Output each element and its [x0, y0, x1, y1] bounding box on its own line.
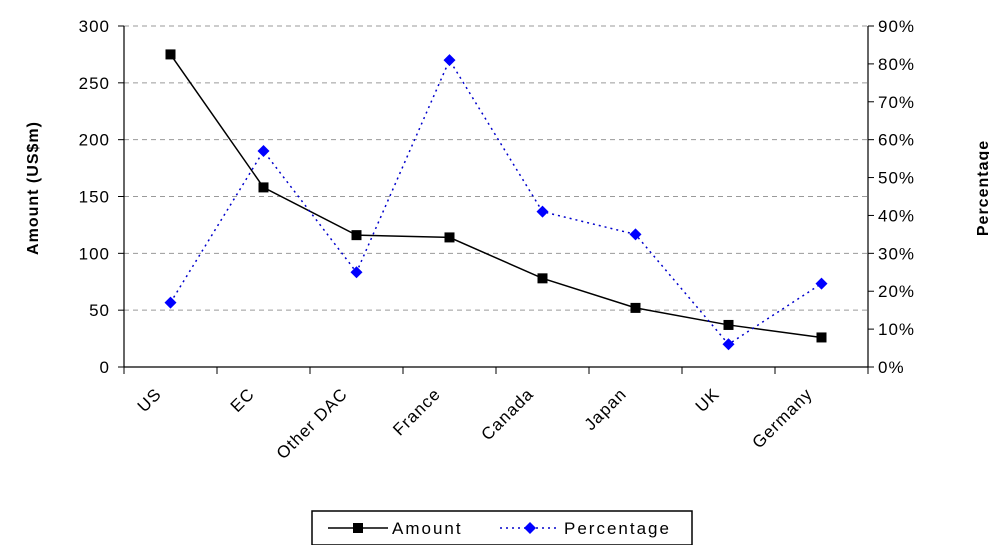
series-amount [165, 49, 827, 343]
data-point-amount [165, 49, 176, 60]
data-point-percentage [629, 228, 642, 241]
data-point-percentage [722, 338, 735, 351]
data-point-amount [537, 273, 548, 284]
right-tick-label: 90% [878, 17, 915, 36]
x-tick-label: Japan [581, 384, 631, 434]
left-tick-label: 50 [89, 301, 110, 320]
right-axis-ticks: 0% 10% 20% 30% 40% 50% 60% 70% 80% 90% [868, 17, 915, 377]
data-point-amount [816, 332, 827, 343]
data-point-percentage [350, 266, 363, 279]
right-tick-label: 0% [878, 358, 905, 377]
x-tick-label: UK [692, 384, 724, 416]
right-tick-label: 80% [878, 55, 915, 74]
legend-percentage-label: Percentage [564, 519, 671, 538]
x-tick-label: EC [227, 384, 259, 416]
right-tick-label: 10% [878, 320, 915, 339]
data-point-amount [444, 232, 455, 243]
left-tick-label: 250 [79, 74, 110, 93]
x-tick-label: US [134, 384, 166, 416]
data-point-amount [630, 302, 641, 313]
right-tick-label: 60% [878, 131, 915, 150]
data-point-percentage [164, 296, 177, 309]
right-tick-label: 50% [878, 169, 915, 188]
x-tick-label: Canada [478, 384, 538, 444]
series-line-amount [169, 53, 822, 339]
data-point-percentage [257, 145, 270, 158]
right-tick-label: 30% [878, 244, 915, 263]
data-point-percentage [536, 205, 549, 218]
right-tick-label: 40% [878, 206, 915, 225]
series-percentage [164, 54, 828, 351]
legend-amount-marker [353, 523, 363, 533]
right-tick-label: 70% [878, 93, 915, 112]
left-tick-label: 300 [79, 17, 110, 36]
x-tick-label: Germany [749, 384, 817, 452]
data-point-amount [351, 230, 362, 241]
series-layer [164, 49, 828, 351]
x-tick-label: Other DAC [273, 384, 352, 463]
left-tick-label: 0 [100, 358, 110, 377]
left-tick-label: 200 [79, 131, 110, 150]
left-tick-label: 150 [79, 188, 110, 207]
x-tick-label: France [389, 384, 444, 439]
data-point-percentage [443, 54, 456, 67]
right-tick-label: 20% [878, 282, 915, 301]
series-line-percentage [169, 58, 822, 346]
data-point-amount [258, 182, 269, 193]
left-axis-ticks: 0 50 100 150 200 250 300 [79, 17, 124, 377]
legend-percentage-marker [524, 522, 536, 534]
legend-amount-label: Amount [392, 519, 463, 538]
legend: Amount Percentage [311, 510, 693, 545]
left-axis-title: Amount (US$m) [25, 121, 42, 255]
data-point-amount [723, 319, 734, 330]
gridlines [124, 25, 868, 311]
right-axis-title: Percentage [975, 140, 989, 236]
data-point-percentage [815, 277, 828, 290]
left-tick-label: 100 [79, 244, 110, 263]
x-axis-ticks: US EC Other DAC France Canada Japan UK Germany [123, 367, 869, 463]
